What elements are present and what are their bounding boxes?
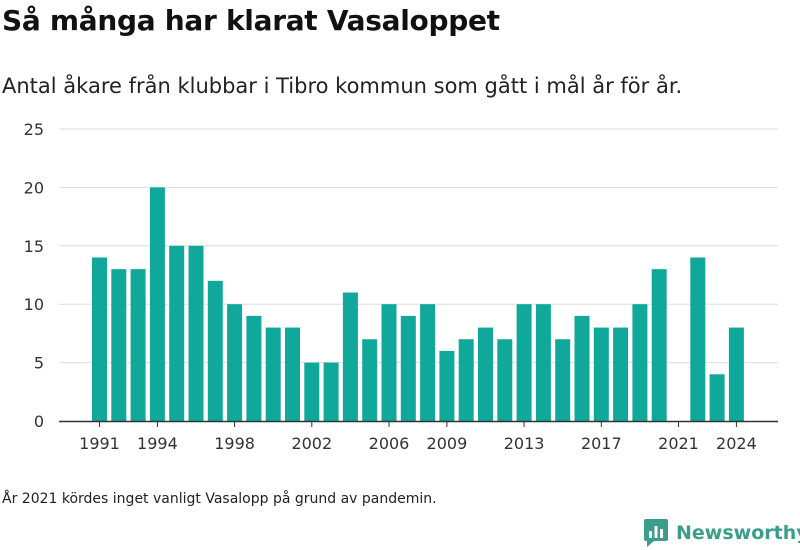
bar-2012 [497, 339, 513, 421]
x-tick-label: 2013 [504, 434, 545, 453]
chart-subtitle: Antal åkare från klubbar i Tibro kommun … [2, 74, 683, 98]
bars [92, 187, 744, 421]
bar-2005 [362, 339, 378, 421]
bar-2009 [439, 350, 455, 421]
x-tick-label: 2006 [369, 434, 410, 453]
newsworthy-logo-icon [644, 519, 668, 547]
bar-2004 [342, 292, 358, 421]
bar-2000 [265, 327, 281, 421]
bar-2019 [632, 304, 648, 421]
y-tick-label: 25 [24, 120, 44, 139]
x-tick-label: 2021 [658, 434, 699, 453]
bar-2008 [420, 304, 436, 421]
x-tick-label: 1998 [214, 434, 255, 453]
x-tick-label: 1994 [137, 434, 178, 453]
y-tick-label: 0 [34, 412, 44, 431]
bar-1991 [92, 257, 107, 421]
x-tick-label: 2002 [291, 434, 332, 453]
bar-2011 [478, 327, 493, 421]
bar-1993 [130, 269, 146, 421]
bar-1999 [246, 315, 262, 421]
brand-name: Newsworthy [676, 522, 800, 544]
bar-2016 [574, 315, 590, 421]
x-tick-label: 2017 [581, 434, 622, 453]
bar-1995 [169, 245, 185, 421]
footnote: År 2021 kördes inget vanligt Vasalopp på… [2, 491, 437, 507]
bar-2024 [728, 327, 744, 421]
bar-2002 [304, 362, 320, 421]
y-tick-label: 20 [24, 178, 44, 197]
bar-1998 [227, 304, 243, 421]
y-tick-label: 15 [24, 237, 44, 256]
bar-2003 [323, 362, 339, 421]
bar-1992 [111, 269, 127, 421]
chart-title: Så många har klarat Vasaloppet [2, 4, 500, 37]
bar-1996 [188, 245, 204, 421]
x-axis: 1991 1994 1998 2002 2006 2009 2013 2017 2021 2024 [59, 420, 778, 453]
bar-2006 [381, 304, 397, 421]
y-tick-label: 5 [34, 354, 44, 373]
bar-2022 [690, 257, 706, 421]
x-tick-label: 1991 [79, 434, 120, 453]
y-tick-label: 10 [24, 295, 44, 314]
bar-2010 [458, 339, 474, 421]
bar-2020 [651, 269, 667, 421]
bar-2015 [555, 339, 571, 421]
bar-2013 [516, 304, 532, 421]
bar-2007 [400, 315, 416, 421]
x-tick-label: 2024 [716, 434, 757, 453]
bar-1994 [149, 187, 165, 421]
x-tick-label: 2009 [427, 434, 468, 453]
bar-1997 [207, 280, 223, 421]
bar-2018 [613, 327, 629, 421]
bar-chart: 0 5 10 15 20 25 1991 1994 1998 2002 2006 2009 2013 2… [24, 120, 778, 453]
bar-2001 [285, 327, 300, 421]
bar-2014 [535, 304, 551, 421]
newsworthy-logo: Newsworthy [644, 519, 800, 547]
bar-2023 [709, 374, 725, 421]
bar-2017 [593, 327, 609, 421]
